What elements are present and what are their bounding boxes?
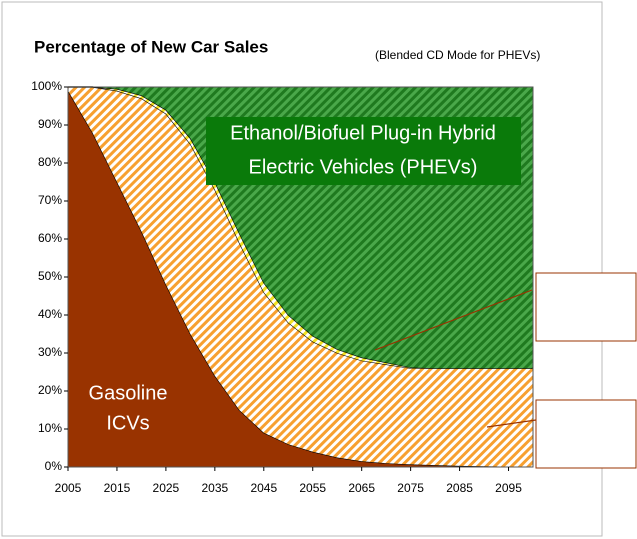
y-tick-label: 30% — [38, 345, 62, 359]
y-tick-label: 80% — [38, 155, 62, 169]
y-tick-label: 10% — [38, 421, 62, 435]
label-bg — [206, 117, 521, 185]
series-label: Ethanol/Biofuel Plug-in Hybrid — [230, 122, 496, 144]
x-tick-label: 2055 — [299, 481, 326, 495]
x-tick-label: 2025 — [153, 481, 180, 495]
y-tick-label: 70% — [38, 193, 62, 207]
leader-line — [486, 419, 537, 428]
x-tick-label: 2005 — [55, 481, 82, 495]
area — [68, 87, 533, 467]
x-tick-label: 2095 — [495, 481, 522, 495]
y-tick-label: 40% — [38, 307, 62, 321]
x-tick-label: 2015 — [104, 481, 131, 495]
x-tick-label: 2075 — [397, 481, 424, 495]
y-tick-label: 100% — [31, 79, 62, 93]
series-label: ICVs — [106, 412, 149, 434]
x-tick-label: 2035 — [201, 481, 228, 495]
x-tick-label: 2045 — [250, 481, 277, 495]
chart-subtitle: (Blended CD Mode for PHEVs) — [375, 48, 540, 62]
chart-title: Percentage of New Car Sales — [34, 37, 268, 56]
y-tick-label: 90% — [38, 117, 62, 131]
series-label: Gasoline — [89, 382, 168, 404]
label-box — [535, 272, 637, 342]
area — [68, 90, 533, 468]
y-tick-label: 0% — [45, 459, 63, 473]
y-tick-label: 50% — [38, 269, 62, 283]
y-tick-label: 60% — [38, 231, 62, 245]
series-label: Electric Vehicles (PHEVs) — [249, 156, 478, 178]
y-tick-label: 20% — [38, 383, 62, 397]
x-tick-label: 2065 — [348, 481, 375, 495]
x-tick-label: 2085 — [446, 481, 473, 495]
leader-line — [374, 289, 533, 351]
label-box — [535, 399, 637, 469]
